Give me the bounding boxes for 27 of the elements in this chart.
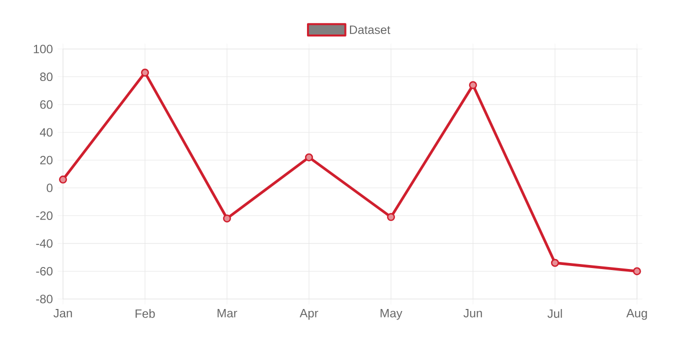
legend-label: Dataset: [350, 26, 390, 34]
y-tick-label: 40: [40, 128, 52, 137]
y-tick-label: 60: [40, 100, 52, 109]
x-tick-label: Jun: [464, 309, 482, 318]
y-tick-label: 80: [40, 72, 52, 82]
y-tick-label: 0: [46, 184, 52, 192]
x-tick-label: Aug: [626, 309, 647, 320]
point: [141, 68, 150, 77]
point: [469, 81, 478, 90]
point: [223, 214, 232, 222]
point: [59, 176, 68, 184]
point: [550, 258, 559, 267]
point: [387, 213, 396, 222]
x-tick-label: May: [380, 309, 402, 320]
point: [305, 153, 314, 162]
y-tick-label: -40: [36, 239, 52, 248]
y-tick-label: 20: [40, 156, 52, 164]
x-tick-label: Jan: [54, 309, 72, 318]
x-tick-label: Jul: [548, 309, 562, 318]
y-tick-label: -80: [36, 294, 52, 304]
y-tick-label: 100: [34, 44, 52, 54]
point: [632, 267, 641, 276]
y-tick-label: -60: [36, 266, 52, 276]
x-tick-label: Mar: [218, 309, 238, 318]
y-tick-label: -20: [36, 211, 52, 220]
x-tick-label: Feb: [136, 309, 155, 318]
x-tick-label: Apr: [300, 309, 318, 320]
